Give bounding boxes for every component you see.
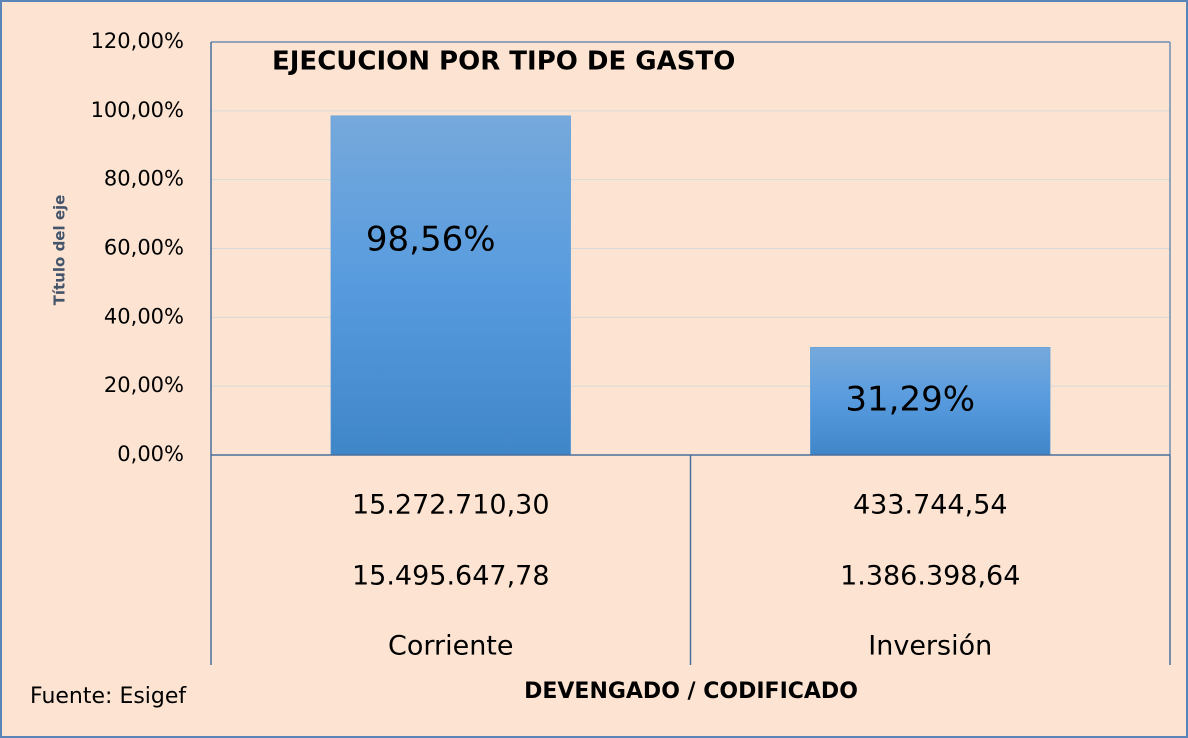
table-cell: 433.744,54	[853, 490, 1008, 521]
y-tick-label: 100,00%	[91, 98, 184, 122]
x-tick-label: Inversión	[868, 631, 992, 662]
x-tick-label: Corriente	[388, 631, 514, 662]
y-tick-label: 20,00%	[104, 373, 184, 397]
table-cell: 1.386.398,64	[840, 561, 1020, 592]
bar	[810, 347, 1051, 456]
chart-title: EJECUCION POR TIPO DE GASTO	[272, 47, 735, 77]
y-tick-label: 40,00%	[104, 304, 184, 328]
table-cell: 15.495.647,78	[352, 561, 550, 592]
data-label: 98,56%	[366, 219, 496, 259]
table-cell: 15.272.710,30	[352, 490, 550, 521]
source-note: Fuente: Esigef	[30, 684, 187, 709]
y-tick-label: 120,00%	[91, 29, 184, 53]
x-axis-label: DEVENGADO / CODIFICADO	[524, 679, 858, 704]
y-axis-label: Título del eje	[51, 195, 69, 306]
y-tick-label: 80,00%	[104, 167, 184, 191]
data-label: 31,29%	[845, 380, 975, 420]
y-tick-label: 60,00%	[104, 236, 184, 260]
bar	[330, 115, 571, 456]
y-tick-label: 0,00%	[117, 442, 184, 466]
